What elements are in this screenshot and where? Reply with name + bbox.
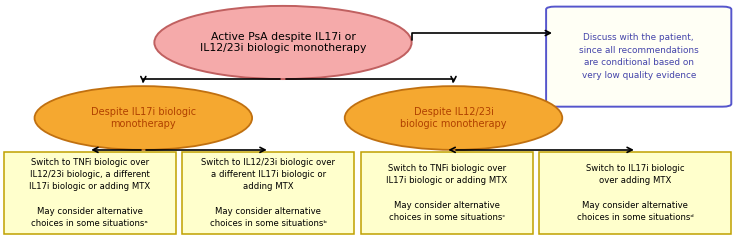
Text: Active PsA despite IL17i or
IL12/23i biologic monotherapy: Active PsA despite IL17i or IL12/23i bio…	[200, 32, 366, 53]
FancyBboxPatch shape	[182, 152, 354, 234]
Ellipse shape	[154, 6, 412, 79]
Ellipse shape	[345, 86, 562, 150]
Text: Despite IL17i biologic
monotherapy: Despite IL17i biologic monotherapy	[90, 107, 196, 129]
Ellipse shape	[35, 86, 252, 150]
Text: Switch to TNFi biologic over
IL12/23i biologic, a different
IL17i biologic or ad: Switch to TNFi biologic over IL12/23i bi…	[29, 158, 150, 228]
FancyBboxPatch shape	[539, 152, 731, 234]
Text: Switch to IL12/23i biologic over
a different IL17i biologic or
adding MTX

May c: Switch to IL12/23i biologic over a diffe…	[201, 158, 335, 228]
FancyBboxPatch shape	[4, 152, 176, 234]
Text: Switch to IL17i biologic
over adding MTX

May consider alternative
choices in so: Switch to IL17i biologic over adding MTX…	[577, 164, 694, 222]
Text: Despite IL12/23i
biologic monotherapy: Despite IL12/23i biologic monotherapy	[401, 107, 506, 129]
FancyBboxPatch shape	[361, 152, 533, 234]
Text: Switch to TNFi biologic over
IL17i biologic or adding MTX

May consider alternat: Switch to TNFi biologic over IL17i biolo…	[387, 164, 507, 222]
Text: Discuss with the patient,
since all recommendations
are conditional based on
ver: Discuss with the patient, since all reco…	[579, 33, 698, 80]
FancyBboxPatch shape	[546, 7, 731, 107]
